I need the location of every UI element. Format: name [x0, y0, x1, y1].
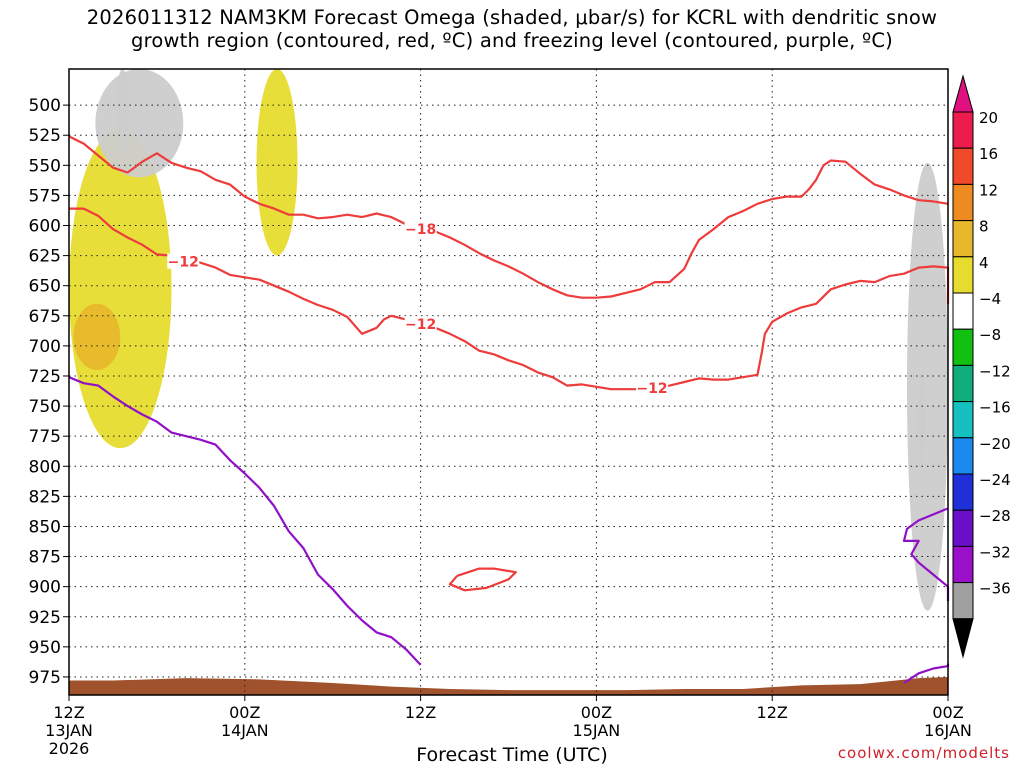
colorbar-label-7: −12 [979, 362, 1011, 380]
omega-shade-region-1 [73, 303, 121, 370]
chart-title-line-2: growth region (contoured, red, ºC) and f… [131, 29, 893, 52]
colorbar-label-6: −8 [979, 326, 1001, 344]
contour-label-2: −12 [405, 317, 436, 333]
plot-frame [68, 68, 949, 696]
x-tick-date-60: 16JAN [924, 721, 972, 740]
x-axis-label: Forecast Time (UTC) [416, 744, 608, 766]
y-tick-label-975: 975 [29, 668, 61, 688]
x-tick-label-0: 12Z [53, 703, 84, 722]
dgz-red-contour-2 [448, 567, 517, 592]
colorbar-label-10: −24 [979, 471, 1011, 489]
colorbar-segment-9 [952, 437, 974, 475]
colorbar-segment-7 [952, 364, 974, 403]
y-tick-label-825: 825 [29, 487, 61, 507]
colorbar-segment-6 [952, 328, 974, 366]
colorbar-segment-11 [952, 509, 974, 547]
colorbar-segment-10 [952, 473, 974, 511]
x-tick-label-36: 00Z [581, 703, 612, 722]
colorbar-segment-4 [952, 256, 974, 294]
colorbar-segment-13 [952, 582, 974, 620]
y-tick-label-625: 625 [29, 247, 61, 267]
y-tick-label-750: 750 [29, 397, 61, 417]
terrain-band [69, 676, 948, 695]
contour-label-bg-3 [636, 380, 669, 396]
x-tick-date-12: 14JAN [221, 721, 269, 740]
y-tick-label-900: 900 [29, 578, 61, 598]
colorbar-label-1: 16 [979, 145, 998, 163]
x-tick-date-36: 15JAN [573, 721, 621, 740]
colorbar-segment-3 [952, 220, 974, 258]
y-tick-label-650: 650 [29, 277, 61, 297]
credit-text: coolwx.com/modelts [837, 744, 1010, 762]
omega-shading-layer [69, 69, 948, 611]
y-tick-label-775: 775 [29, 427, 61, 447]
y-tick-label-575: 575 [29, 186, 61, 206]
colorbar: 20 16 12 8 4 −4 −8 −12 −16 −20 −24 −28 −32 −36 [952, 74, 1011, 659]
terrain-layer [69, 676, 948, 695]
colorbar-bottom-cap [952, 618, 974, 659]
dgz-red-contour-0 [68, 135, 949, 299]
colorbar-label-9: −20 [979, 435, 1011, 453]
colorbar-segment-8 [952, 401, 974, 439]
colorbar-segment-2 [952, 183, 974, 222]
x-tick-date-0: 13JAN [45, 721, 93, 740]
colorbar-label-11: −28 [979, 507, 1011, 525]
colorbar-label-2: 12 [979, 181, 998, 199]
x-tick-label-12: 00Z [229, 703, 260, 722]
colorbar-label-13: −36 [979, 580, 1011, 598]
y-tick-label-875: 875 [29, 548, 61, 568]
colorbar-label-12: −32 [979, 543, 1011, 561]
omega-shade-region-2 [256, 69, 298, 256]
colorbar-segment-5 [952, 292, 974, 330]
y-tick-label-675: 675 [29, 307, 61, 327]
omega-shade-region-6 [918, 369, 927, 467]
contour-label-bg-2 [404, 316, 437, 332]
y-tick-label-850: 850 [29, 517, 61, 537]
colorbar-segment-0 [952, 111, 974, 149]
contour-layer: −18 −12 −12 −12 [68, 135, 950, 684]
contour-label-bg-0 [404, 221, 437, 237]
omega-shade-region-5 [906, 162, 948, 611]
dgz-red-contour-1 [69, 207, 950, 391]
axis-labels: 500 525 550 575 600 625 650 675 700 725 750 775 800 8… [29, 96, 972, 758]
y-tick-label-500: 500 [29, 96, 61, 116]
freezing-level-contour-1 [902, 507, 950, 602]
colorbar-label-5: −4 [979, 290, 1001, 308]
freezing-level-contour-0 [68, 376, 422, 666]
x-tick-year-0: 2026 [49, 739, 90, 758]
chart-title: 2026011312 NAM3KM Forecast Omega (shaded… [0, 6, 1024, 52]
colorbar-segment-1 [952, 147, 974, 185]
y-tick-label-525: 525 [29, 126, 61, 146]
x-tick-label-48: 12Z [757, 703, 788, 722]
y-tick-label-800: 800 [29, 457, 61, 477]
contour-label-3: −12 [636, 381, 667, 397]
colorbar-label-0: 20 [979, 109, 998, 127]
contour-label-0: −18 [405, 222, 436, 238]
colorbar-label-3: 8 [979, 218, 989, 236]
contour-label-1: −12 [168, 255, 199, 271]
gridlines [69, 69, 948, 695]
y-tick-label-550: 550 [29, 156, 61, 176]
y-tick-label-950: 950 [29, 638, 61, 658]
y-tick-label-725: 725 [29, 367, 61, 387]
y-tick-label-600: 600 [29, 217, 61, 237]
chart-title-line-1: 2026011312 NAM3KM Forecast Omega (shaded… [86, 6, 938, 29]
colorbar-label-4: 4 [979, 254, 989, 272]
x-tick-label-24: 12Z [405, 703, 436, 722]
omega-shade-region-4 [115, 69, 130, 154]
contour-label-bg-1 [167, 253, 200, 269]
y-tick-label-700: 700 [29, 337, 61, 357]
x-tick-label-60: 00Z [932, 703, 963, 722]
colorbar-top-cap [952, 74, 974, 113]
colorbar-segment-12 [952, 545, 974, 584]
colorbar-label-8: −16 [979, 399, 1011, 417]
y-tick-label-925: 925 [29, 608, 61, 628]
